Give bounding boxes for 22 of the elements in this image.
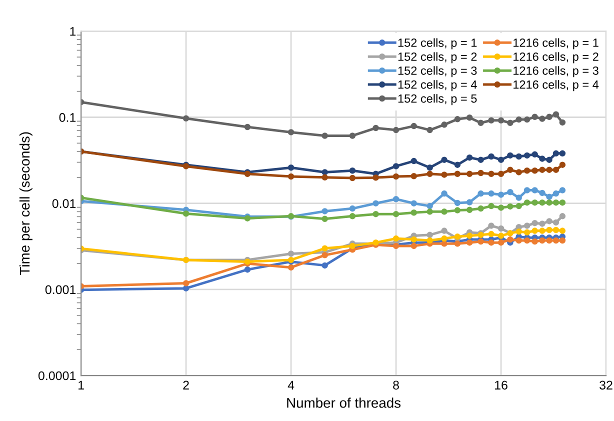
y-tick-label: 0.1 [59,113,76,122]
legend-label: 152 cells, p = 3 [398,66,477,78]
legend-label: 152 cells, p = 5 [398,94,477,106]
x-tick-label: 8 [393,380,399,390]
y-tick-label: 0.0001 [38,371,76,380]
legend-label: 1216 cells, p = 3 [514,66,598,78]
legend-label: 152 cells, p = 4 [398,80,477,92]
x-tick-label: 4 [288,380,294,390]
x-axis-title: Number of threads [287,398,401,408]
legend-label: 152 cells, p = 1 [398,38,477,50]
y-tick-label: 0.001 [45,285,76,294]
y-axis-title: Time per cell (seconds) [19,132,32,275]
legend-label: 1216 cells, p = 1 [514,38,598,50]
x-tick-label: 2 [183,380,189,390]
x-tick-label: 32 [600,380,612,390]
y-tick-label: 1 [70,27,76,36]
legend-label: 1216 cells, p = 2 [514,52,598,64]
legend-label: 152 cells, p = 2 [398,52,477,64]
x-tick-label: 16 [495,380,508,390]
legend-label: 1216 cells, p = 4 [514,80,599,92]
x-tick-label: 1 [78,380,84,390]
y-tick-label: 0.01 [52,199,76,208]
